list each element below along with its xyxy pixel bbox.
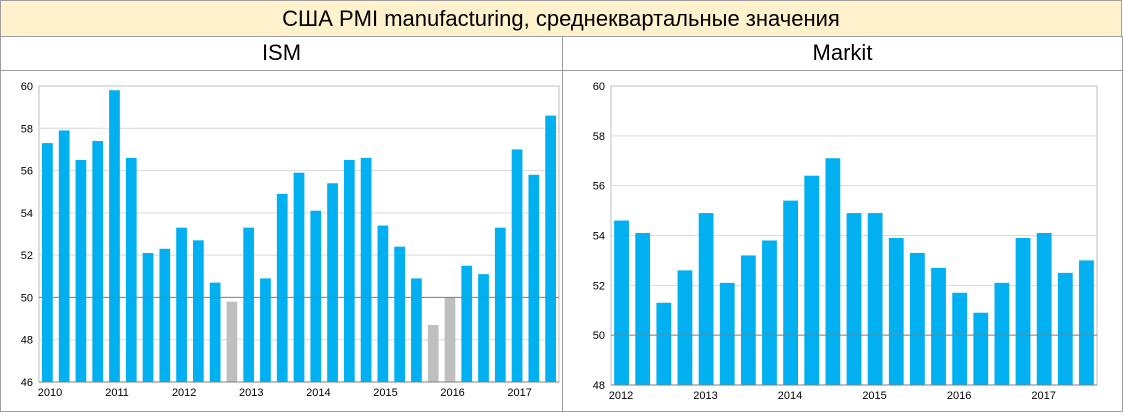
ism-bar: [192, 240, 204, 382]
ism-bar: [461, 265, 473, 382]
markit-bar: [952, 292, 968, 385]
markit-bar: [740, 255, 756, 385]
ism-x-tick-label: 2015: [373, 387, 397, 399]
markit-bar: [635, 233, 651, 385]
ism-bar: [109, 90, 120, 382]
markit-x-tick-label: 2017: [1031, 390, 1055, 402]
ism-bar: [411, 278, 422, 382]
markit-bar: [656, 302, 672, 385]
ism-bar: [209, 282, 221, 382]
markit-bar: [867, 213, 883, 385]
markit-x-tick-label: 2012: [609, 390, 633, 402]
ism-bar: [159, 248, 171, 382]
ism-bar: [377, 225, 389, 382]
ism-bar: [427, 324, 439, 382]
markit-bar: [888, 237, 904, 385]
main-title: США PMI manufacturing, среднеквартальные…: [0, 0, 1122, 37]
ism-bar: [226, 301, 238, 382]
markit-bar: [846, 213, 862, 385]
ism-bar: [494, 227, 506, 382]
ism-bar: [545, 115, 556, 382]
markit-bar: [783, 200, 799, 385]
ism-bar: [58, 130, 70, 382]
ism-x-tick-label: 2013: [239, 387, 263, 399]
markit-x-tick-label: 2016: [947, 390, 971, 402]
markit-y-tick-label: 60: [593, 81, 605, 93]
ism-bar: [478, 274, 489, 382]
markit-bar: [719, 282, 735, 385]
markit-panel-title: Markit: [812, 40, 873, 65]
markit-chart: 48 50 52 54 56 58 60 2012 2013 2014 2015 2016 2017: [593, 81, 1098, 402]
markit-bar: [677, 270, 693, 385]
ism-bar: [243, 227, 255, 382]
ism-y-tick-label: 50: [21, 292, 33, 304]
markit-bar: [1079, 260, 1094, 385]
ism-bar: [360, 157, 372, 382]
main-title-text: США PMI manufacturing, среднеквартальные…: [282, 5, 840, 31]
ism-panel-header: ISM: [0, 36, 563, 71]
ism-bar: [176, 227, 187, 382]
ism-y-tick-label: 60: [21, 81, 33, 93]
ism-bar: [511, 149, 523, 382]
ism-bar: [343, 160, 355, 382]
ism-bar: [327, 183, 338, 382]
ism-y-tick-label: 46: [21, 377, 33, 389]
ism-y-tick-label: 58: [21, 123, 33, 135]
ism-y-tick-label: 52: [21, 250, 33, 262]
markit-x-tick-label: 2013: [693, 390, 717, 402]
ism-x-tick-label: 2014: [306, 387, 330, 399]
ism-bar: [310, 210, 322, 382]
ism-bar: [125, 157, 137, 382]
ism-y-tick-label: 48: [21, 335, 33, 347]
markit-bar: [698, 213, 714, 385]
ism-bar: [394, 246, 406, 382]
markit-chart-panel: 48 50 52 54 56 58 60 2012 2013 2014 2015 2016 2017: [562, 70, 1123, 412]
ism-x-tick-label: 2012: [172, 387, 196, 399]
markit-panel-header: Markit: [562, 36, 1123, 71]
ism-x-tick-label: 2017: [507, 387, 531, 399]
markit-bar: [825, 158, 841, 385]
ism-chart: 46 48 50 52 54 56 58 60 2010 2011 2012 2013 2014 2015…: [21, 81, 560, 399]
ism-bar: [42, 143, 53, 382]
ism-bar: [293, 172, 305, 382]
ism-bar: [92, 140, 104, 382]
ism-y-tick-label: 54: [21, 208, 33, 220]
markit-bar: [1015, 237, 1031, 385]
markit-bar: [931, 267, 946, 385]
markit-y-tick-label: 56: [593, 181, 605, 193]
ism-bar: [276, 193, 288, 382]
ism-bar: [75, 160, 87, 382]
markit-y-tick-label: 54: [593, 231, 605, 243]
ism-bar: [444, 297, 456, 382]
markit-bar: [994, 282, 1010, 385]
markit-y-tick-label: 58: [593, 131, 605, 143]
ism-x-tick-label: 2010: [38, 387, 62, 399]
markit-bar: [804, 175, 820, 385]
ism-panel-title: ISM: [261, 40, 302, 65]
ism-bar: [260, 278, 271, 382]
markit-bar: [1057, 272, 1073, 385]
ism-x-tick-label: 2016: [440, 387, 464, 399]
markit-bar: [1036, 233, 1052, 385]
markit-y-tick-label: 50: [593, 330, 605, 342]
markit-bar: [614, 220, 629, 385]
markit-x-tick-label: 2014: [778, 390, 802, 402]
markit-y-tick-label: 48: [593, 380, 605, 392]
markit-bar: [762, 240, 777, 385]
ism-bar: [142, 253, 154, 382]
ism-chart-panel: 46 48 50 52 54 56 58 60 2010 2011 2012 2013 2014 2015…: [0, 70, 563, 412]
ism-y-tick-label: 56: [21, 166, 33, 178]
markit-x-tick-label: 2015: [862, 390, 886, 402]
ism-x-tick-label: 2011: [105, 387, 129, 399]
markit-bar: [973, 312, 989, 385]
ism-bar: [528, 174, 540, 382]
markit-bar: [909, 252, 925, 385]
markit-y-tick-label: 52: [593, 280, 605, 292]
